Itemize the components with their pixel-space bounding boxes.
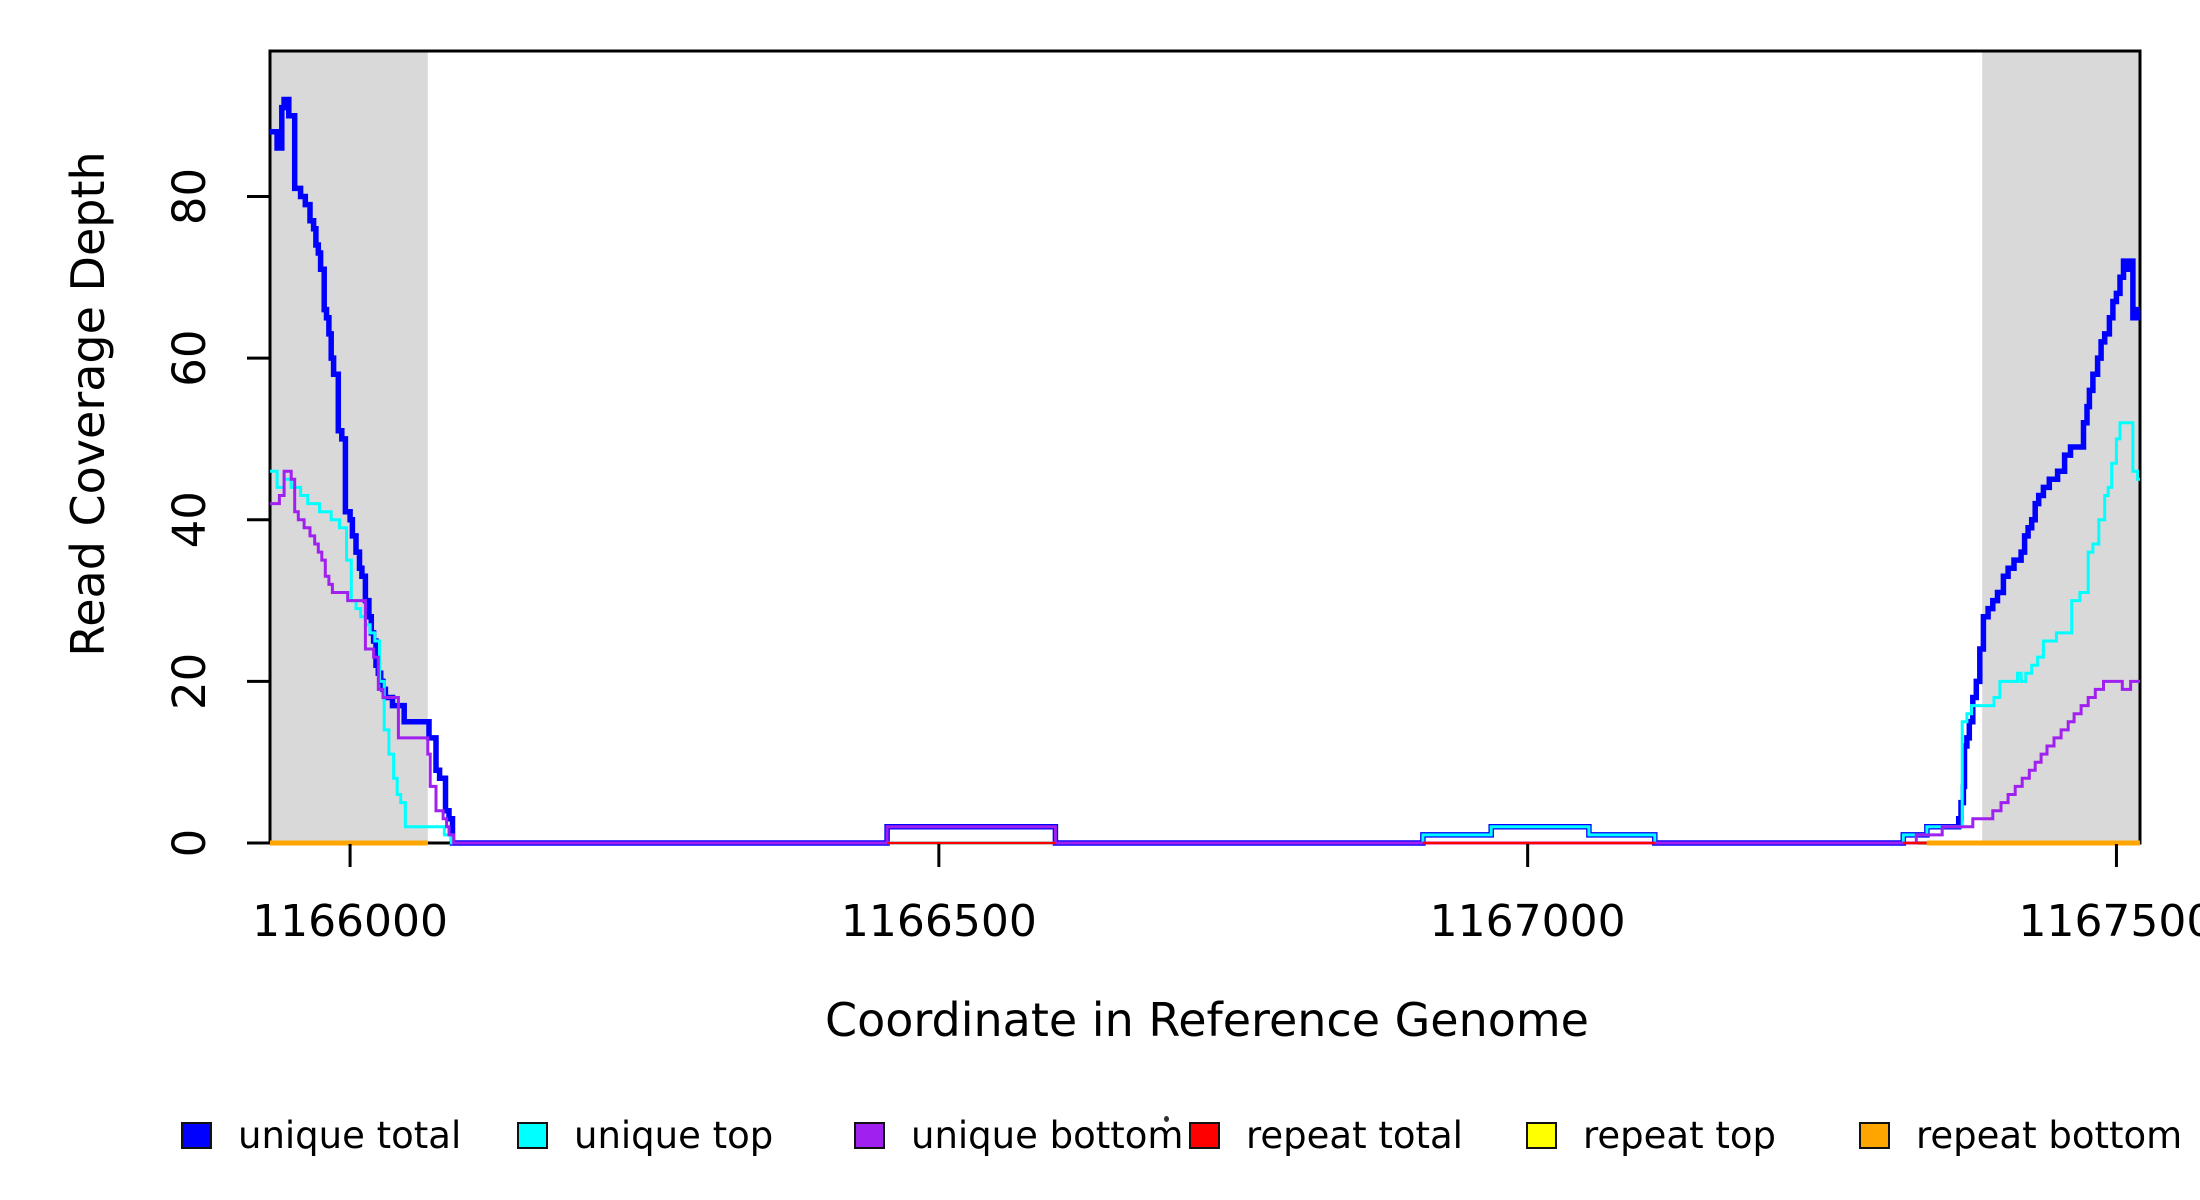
panel-border bbox=[268, 49, 2142, 845]
legend-swatch-repeat-total bbox=[1189, 1121, 1220, 1149]
x-tick-label-1166000: 1166000 bbox=[252, 896, 448, 947]
legend-swatch-repeat-top bbox=[1526, 1121, 1557, 1149]
series-unique-bottom-line bbox=[270, 469, 2140, 845]
legend-item-unique-total: unique total bbox=[181, 1114, 461, 1157]
y-tick-label-0: 0 bbox=[163, 829, 216, 858]
repeat-region-right-band bbox=[1982, 51, 2140, 843]
legend-swatch-unique-bottom bbox=[854, 1121, 885, 1149]
legend-item-unique-bottom: unique bottom bbox=[854, 1114, 1183, 1157]
legend-item-repeat-bottom: repeat bottom bbox=[1859, 1114, 2182, 1157]
x-tick-label-1167500: 1167500 bbox=[2018, 896, 2200, 947]
series-unique-total-line bbox=[270, 96, 2141, 846]
legend-label-unique-total: unique total bbox=[238, 1113, 462, 1157]
x-tick-label-1167000: 1167000 bbox=[1430, 896, 1626, 947]
legend-label-unique-bottom: unique bottom bbox=[911, 1113, 1184, 1157]
legend-label-unique-top: unique top bbox=[574, 1113, 774, 1157]
x-tick-label-1166500: 1166500 bbox=[841, 896, 1037, 947]
legend-swatch-unique-total bbox=[181, 1121, 212, 1149]
x-axis-title: Coordinate in Reference Genome bbox=[825, 993, 1589, 1047]
y-tick-label-40: 40 bbox=[163, 491, 216, 548]
y-tick-label-60: 60 bbox=[163, 329, 216, 386]
y-tick-label-20: 20 bbox=[163, 653, 216, 710]
artifact-dot bbox=[1164, 1116, 1169, 1122]
legend-label-repeat-bottom: repeat bottom bbox=[1916, 1113, 2183, 1157]
y-axis-title: Read Coverage Depth bbox=[61, 151, 115, 657]
legend-label-repeat-top: repeat top bbox=[1583, 1113, 1776, 1157]
legend-label-repeat-total: repeat total bbox=[1246, 1113, 1463, 1157]
legend-item-repeat-top: repeat top bbox=[1526, 1114, 1776, 1157]
legend-swatch-unique-top bbox=[517, 1121, 548, 1149]
legend-swatch-repeat-bottom bbox=[1859, 1121, 1890, 1149]
series-unique-top-line bbox=[270, 421, 2140, 845]
legend-item-repeat-total: repeat total bbox=[1189, 1114, 1463, 1157]
legend-item-unique-top: unique top bbox=[517, 1114, 773, 1157]
y-tick-label-80: 80 bbox=[163, 168, 216, 225]
